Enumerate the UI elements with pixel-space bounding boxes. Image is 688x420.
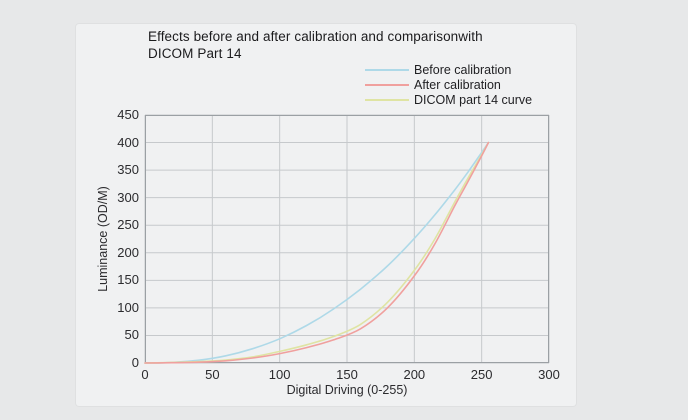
x-tick-label: 300: [538, 367, 560, 382]
legend-label: After calibration: [414, 77, 501, 92]
plot-area: [144, 114, 550, 364]
plot-border: [145, 115, 549, 363]
chart-title-line2: DICOM Part 14: [148, 45, 242, 61]
legend-swatch-after-calibration: [365, 83, 409, 86]
legend-label: DICOM part 14 curve: [414, 92, 533, 107]
legend-label: Before calibration: [414, 62, 512, 77]
legend-item: Before calibration: [365, 62, 532, 77]
y-tick-label: 100: [117, 299, 139, 315]
x-tick-label: 250: [470, 367, 493, 382]
series-line-before-calibration: [144, 141, 490, 364]
y-tick-label: 50: [124, 327, 139, 343]
y-tick-label: 350: [117, 162, 139, 178]
y-tick-label: 400: [117, 134, 139, 150]
legend-item: After calibration: [365, 77, 532, 92]
y-tick-label: 0: [131, 355, 139, 370]
series-line-after-calibration: [144, 141, 490, 364]
legend: Before calibration After calibration DICOM…: [365, 62, 532, 107]
x-tick-label: 200: [403, 367, 426, 382]
legend-item: DICOM part 14 curve: [365, 92, 532, 107]
x-tick-label: 100: [268, 367, 291, 382]
y-tick-label: 150: [117, 272, 139, 288]
y-tick-label: 450: [117, 107, 139, 122]
x-axis-title: Digital Driving (0-255): [286, 383, 408, 397]
chart-title: Effects before and after calibration and…: [148, 29, 548, 62]
x-tick-label: 50: [205, 367, 220, 382]
y-tick-label: 300: [117, 189, 139, 205]
y-tick-label: 200: [117, 244, 139, 260]
chart-title-line1: Effects before and after calibration and…: [148, 29, 483, 44]
x-tick-label: 150: [336, 367, 358, 382]
y-tick-label: 250: [117, 217, 139, 233]
legend-swatch-dicom-part-14-curve: [365, 98, 409, 101]
x-tick-label: 0: [141, 367, 149, 382]
legend-swatch-before-calibration: [365, 68, 409, 71]
